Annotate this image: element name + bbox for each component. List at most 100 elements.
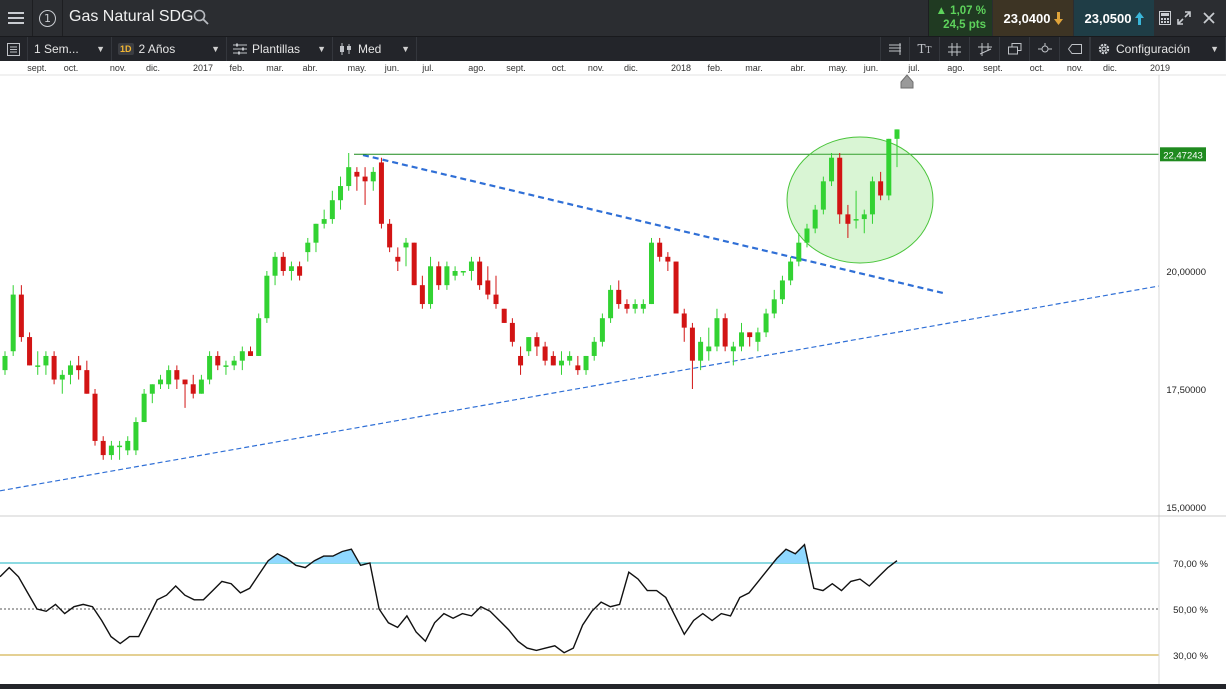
grid-icon[interactable] (940, 37, 970, 61)
candle-body (771, 299, 777, 314)
candle-body (125, 440, 131, 451)
candle-body (378, 162, 384, 224)
chevron-down-icon: ▼ (211, 44, 220, 54)
search-icon[interactable] (193, 9, 209, 25)
chevron-down-icon: ▼ (317, 44, 326, 54)
time-label: feb. (229, 63, 244, 73)
candle-body (354, 171, 360, 177)
text-tool-icon[interactable]: TT (910, 37, 940, 61)
calculator-icon[interactable] (1156, 9, 1174, 27)
templates-select[interactable]: Plantillas ▼ (227, 37, 333, 61)
candle-body (149, 384, 155, 394)
candle-body (845, 214, 851, 224)
range-select[interactable]: 1D 2 Años ▼ (112, 37, 227, 61)
candle-body (730, 346, 736, 352)
candle-body (648, 242, 654, 305)
candle-body (166, 370, 172, 385)
rsi-axis-label: 30,00 % (1173, 651, 1208, 662)
candle-body (534, 337, 540, 347)
eraser-icon[interactable] (1060, 37, 1090, 61)
candle-body (10, 294, 16, 352)
info-button[interactable]: 1 (33, 0, 63, 36)
candle-body (239, 351, 245, 361)
rsi-overbought-fill (266, 544, 897, 563)
candle-body (739, 332, 745, 347)
notes-icon[interactable] (880, 37, 910, 61)
candle-body (198, 379, 204, 394)
candle-body (428, 266, 434, 305)
range-value: 2 Años (138, 42, 176, 56)
windows-icon[interactable] (1000, 37, 1030, 61)
candle-body (886, 138, 892, 196)
price-axis-label: 17,50000 (1166, 385, 1206, 396)
time-label: jul. (421, 63, 434, 73)
candle-body (632, 304, 638, 309)
candle-body (370, 171, 376, 182)
candle-body (518, 355, 524, 366)
indicator-icon[interactable] (1030, 37, 1060, 61)
candle-body (796, 242, 802, 262)
candle-body (460, 271, 466, 273)
time-label: dic. (1103, 63, 1117, 73)
rsi-panel: 70,00 % 50,00 % 30,00 % (0, 543, 1209, 662)
candle-body (338, 186, 344, 201)
templates-icon (233, 43, 247, 55)
candle-body (387, 223, 393, 248)
time-label: dic. (146, 63, 160, 73)
arrow-down-icon (1053, 11, 1063, 25)
candle-body (558, 360, 564, 366)
menu-button[interactable] (0, 0, 33, 36)
instrument-name: Gas Natural SDG (69, 8, 194, 25)
chevron-down-icon: ▼ (1210, 44, 1219, 54)
buy-button[interactable]: 23,0500 (1074, 0, 1154, 36)
close-icon[interactable] (1200, 9, 1218, 27)
current-date-marker[interactable] (900, 74, 914, 89)
resistance-tag-bg (1160, 147, 1206, 162)
candle-body (878, 181, 884, 196)
candle-body (51, 355, 57, 380)
time-axis: sept. oct. nov. dic. 2017 feb. mar. abr. may. jun… (0, 63, 1226, 76)
chevron-down-icon: ▼ (96, 44, 105, 54)
candle-body (722, 318, 728, 347)
candle-body (27, 337, 33, 366)
time-label: 2017 (193, 63, 213, 73)
candle-body (665, 256, 671, 262)
time-label: jun. (384, 63, 400, 73)
sell-button[interactable]: 23,0400 (993, 0, 1073, 36)
chart-area[interactable]: sept. oct. nov. dic. 2017 feb. mar. abr. may. jun… (0, 61, 1226, 684)
interval-select[interactable]: 1 Sem... ▼ (28, 37, 112, 61)
interval-value: 1 Sem... (34, 42, 79, 56)
time-label: mar. (745, 63, 763, 73)
candle-body (321, 219, 327, 224)
expand-icon[interactable] (1175, 9, 1193, 27)
chart-list-icon[interactable] (0, 37, 28, 61)
rsi-line[interactable] (0, 543, 898, 654)
candle-body (395, 256, 401, 262)
settings-button[interactable]: Configuración ▼ (1090, 37, 1226, 61)
sell-price: 23,0400 (1003, 10, 1051, 26)
candle-body (616, 289, 622, 305)
candle-body (297, 266, 303, 276)
arrow-up-icon (1134, 11, 1144, 25)
candle-body (624, 304, 630, 309)
candle-body (640, 304, 646, 309)
candle-body (108, 445, 114, 456)
candles-icon (340, 43, 351, 55)
gear-icon (1098, 43, 1110, 55)
price-type-select[interactable]: Med ▼ (333, 37, 417, 61)
candle-body (689, 327, 695, 361)
candle-body (501, 308, 507, 323)
crosshair-tools-icon[interactable] (970, 37, 1000, 61)
highlight-ellipse[interactable] (786, 136, 934, 264)
rsi-axis-label: 70,00 % (1173, 559, 1208, 570)
time-label: nov. (110, 63, 126, 73)
candle-body (231, 360, 237, 366)
candle-body (18, 294, 24, 338)
candle-body (755, 332, 761, 342)
candle-body (84, 370, 90, 394)
support-trendline[interactable] (0, 285, 1160, 492)
time-label: mar. (266, 63, 284, 73)
price-axis-label: 20,00000 (1166, 267, 1206, 278)
candle-body (133, 422, 139, 451)
